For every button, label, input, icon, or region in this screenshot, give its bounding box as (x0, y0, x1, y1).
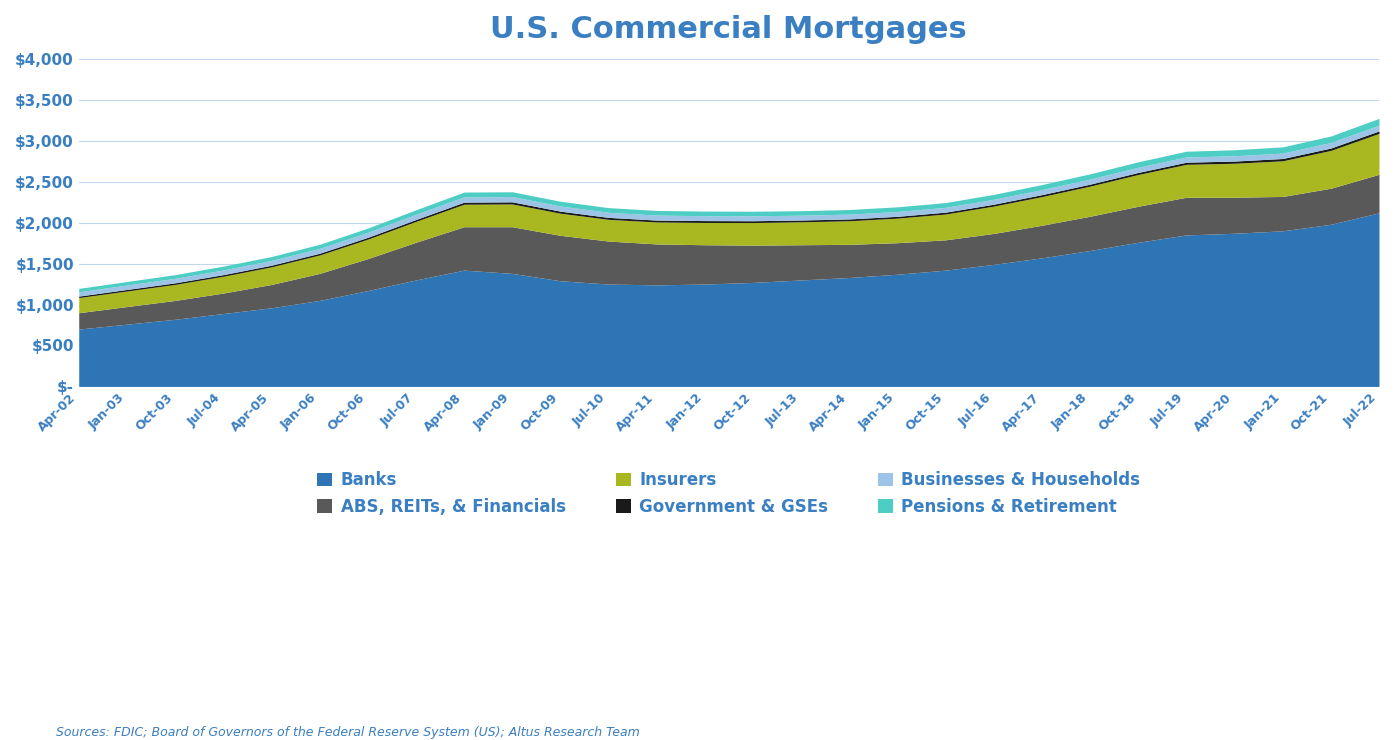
Text: Sources: FDIC; Board of Governors of the Federal Reserve System (US); Altus Rese: Sources: FDIC; Board of Governors of the… (56, 726, 640, 739)
Title: U.S. Commercial Mortgages: U.S. Commercial Mortgages (491, 15, 967, 44)
Legend: Banks, ABS, REITs, & Financials, Insurers, Government & GSEs, Businesses & House: Banks, ABS, REITs, & Financials, Insurer… (311, 465, 1147, 522)
